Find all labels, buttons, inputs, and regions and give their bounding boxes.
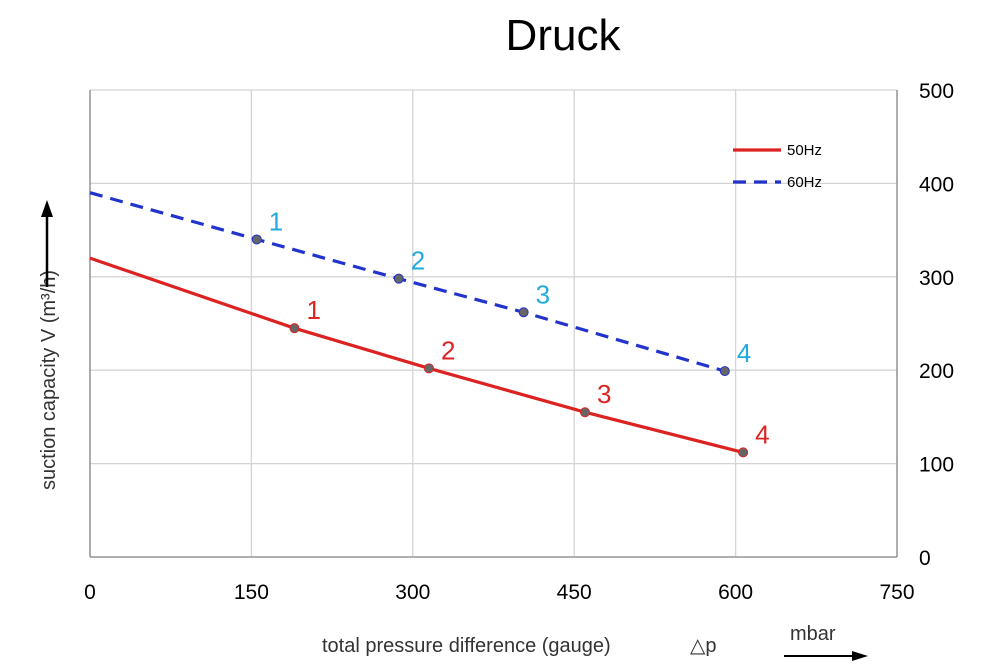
x-tick-label: 300 [395, 581, 430, 604]
x-axis-label: total pressure difference (gauge) [322, 635, 611, 657]
y-tick-label: 500 [919, 80, 954, 103]
y-tick-label: 100 [919, 454, 954, 477]
x-tick-label: 150 [234, 581, 269, 604]
y-tick-label: 0 [919, 547, 931, 570]
point-label-60hz: 2 [411, 246, 425, 276]
point-label-60hz: 1 [269, 206, 283, 236]
y-axis-arrow [41, 200, 53, 287]
point-label-50hz: 1 [306, 295, 320, 325]
x-axis-unit: mbar [790, 623, 836, 645]
data-point-50hz [738, 447, 749, 458]
series-line-50hz [89, 256, 744, 454]
y-tick-label: 400 [919, 173, 954, 196]
y-tick-label: 200 [919, 360, 954, 383]
legend: 50Hz 60Hz [733, 142, 822, 191]
y-axis-label-group: suction capacity V (m³/h) [38, 270, 60, 490]
data-point-60hz [518, 307, 529, 318]
series-line-60hz [89, 191, 726, 373]
y-axis-label: suction capacity V (m³/h) [38, 270, 60, 490]
point-label-50hz: 2 [441, 335, 455, 365]
x-tick-label: 750 [879, 581, 914, 604]
x-tick-label: 450 [557, 581, 592, 604]
x-axis-arrow [784, 651, 868, 661]
x-axis-symbol: △p [690, 635, 717, 657]
legend-label-50hz: 50Hz [787, 142, 822, 159]
data-point-60hz [251, 234, 262, 245]
x-tick-label: 0 [84, 581, 96, 604]
y-tick-label: 300 [919, 267, 954, 290]
point-label-50hz: 4 [755, 419, 769, 449]
x-tick-label: 600 [718, 581, 753, 604]
legend-label-60hz: 60Hz [787, 174, 822, 191]
series-layer: 1 2 3 4 1 2 3 4 [89, 191, 770, 458]
data-point-60hz [719, 366, 730, 377]
point-label-60hz: 3 [536, 279, 550, 309]
grid [89, 89, 898, 558]
data-point-60hz [393, 273, 404, 284]
data-point-50hz [289, 323, 300, 334]
data-point-50hz [579, 407, 590, 418]
axes [89, 90, 898, 558]
point-label-60hz: 4 [737, 338, 751, 368]
data-point-50hz [423, 363, 434, 374]
chart-title: Druck [506, 11, 622, 60]
point-label-50hz: 3 [597, 379, 611, 409]
